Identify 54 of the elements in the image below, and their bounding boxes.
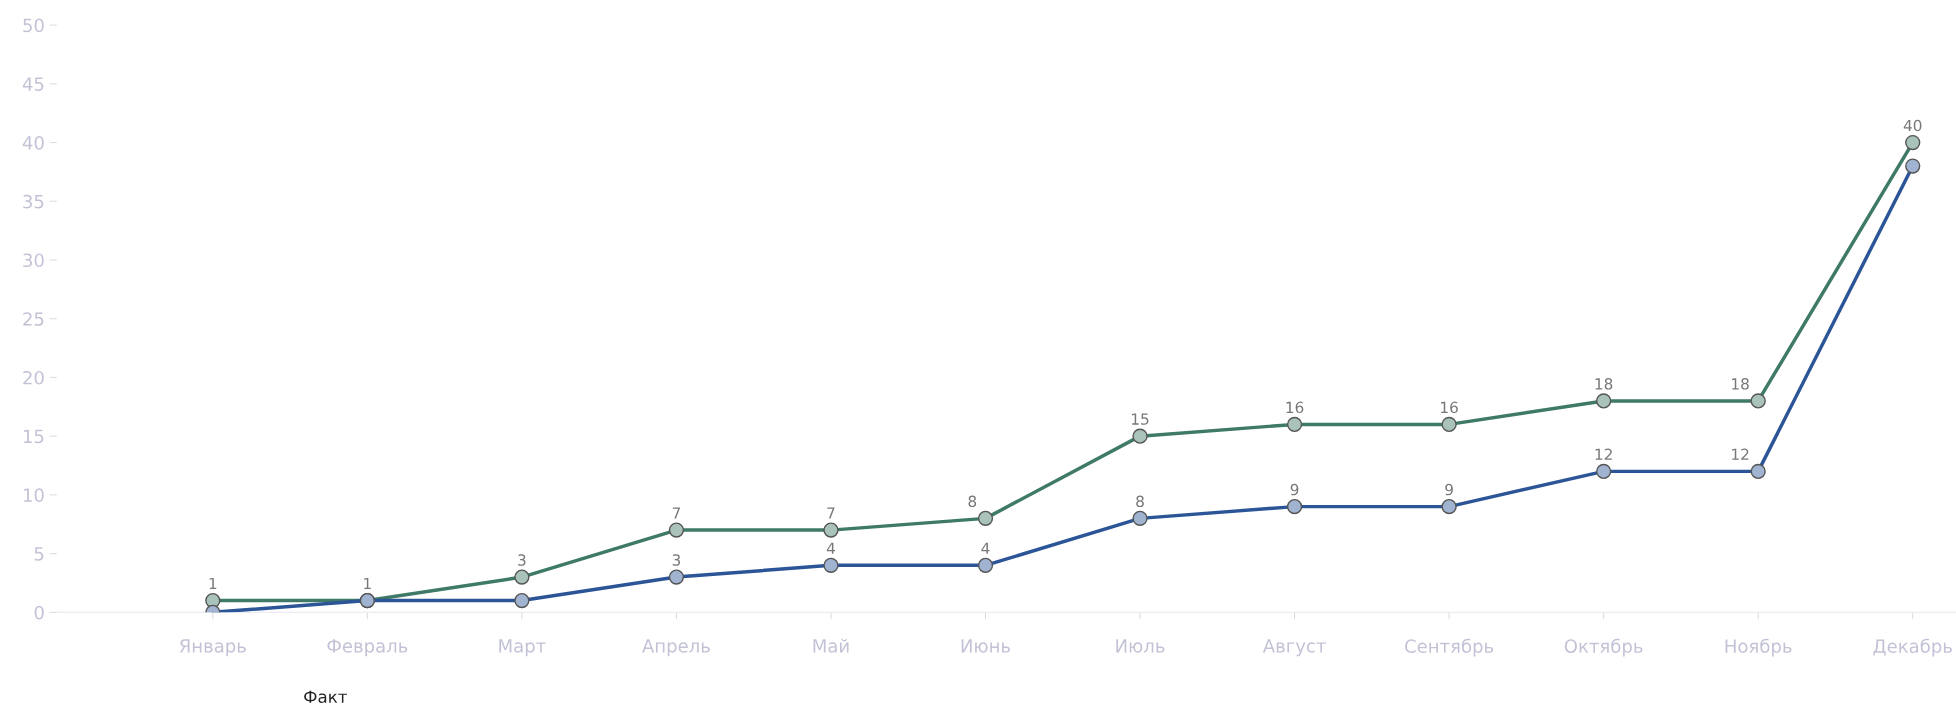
x-tick-label: Январь — [179, 639, 246, 657]
x-tick-label: Октябрь — [1564, 638, 1643, 657]
point — [1905, 134, 1921, 151]
data-label: 15 — [1132, 413, 1149, 425]
text: Факт — [304, 690, 348, 704]
data-label: 12 — [1732, 448, 1749, 460]
data-label: 4 — [981, 542, 990, 554]
point — [514, 569, 530, 585]
x-tick-label: Апрель — [642, 639, 710, 657]
x-tick-label: Май — [813, 638, 849, 653]
data-label: 9 — [1290, 483, 1299, 496]
y-tick-label: 15 — [23, 429, 44, 444]
y-tick-label: 35 — [23, 194, 44, 209]
data-label: 7 — [827, 507, 835, 519]
y-tick-label: 0 — [34, 605, 44, 620]
y-tick-label: 50 — [23, 18, 44, 33]
point — [1596, 393, 1612, 409]
point — [1286, 416, 1303, 433]
point — [1441, 416, 1457, 433]
x-tick-label: Декабрь — [1873, 638, 1952, 657]
data-label: 1 — [364, 577, 371, 590]
data-label: 1 — [209, 577, 217, 590]
y-tick-label: 30 — [23, 253, 44, 268]
point — [977, 510, 994, 527]
data-label: 4 — [826, 542, 835, 554]
y-tick-label: 40 — [22, 136, 44, 150]
point — [668, 522, 685, 538]
data-label: 40 — [1903, 119, 1922, 132]
x-tick-label: Ноябрь — [1725, 638, 1792, 657]
data-label: 8 — [1136, 495, 1144, 508]
y-tick-label: 45 — [22, 77, 44, 91]
data-label: 3 — [672, 554, 681, 566]
y-tick-label: 5 — [34, 547, 44, 561]
data-label: 9 — [1445, 483, 1453, 496]
point — [1132, 428, 1148, 444]
x-tick-label: Июнь — [961, 639, 1011, 653]
data-label: 16 — [1286, 401, 1304, 414]
x-tick-label: Март — [499, 639, 546, 657]
data-label: 18 — [1595, 378, 1613, 390]
y-tick-label: 10 — [23, 488, 44, 502]
point — [1750, 393, 1766, 409]
data-label: 3 — [518, 554, 526, 566]
point — [823, 522, 839, 538]
data-label: 16 — [1441, 401, 1458, 414]
data-label: 8 — [968, 495, 977, 508]
y-tick-label: 20 — [23, 370, 44, 385]
data-label: 7 — [672, 507, 680, 519]
x-tick-label: Август — [1262, 639, 1326, 657]
y-tick-label: 25 — [23, 312, 44, 326]
x-tick-label: Сентябрь — [1405, 638, 1494, 657]
data-label: 12 — [1595, 448, 1612, 460]
data-label: 18 — [1732, 378, 1749, 390]
x-tick-label: Июль — [1116, 639, 1165, 653]
x-tick-label: Февраль — [327, 639, 408, 657]
